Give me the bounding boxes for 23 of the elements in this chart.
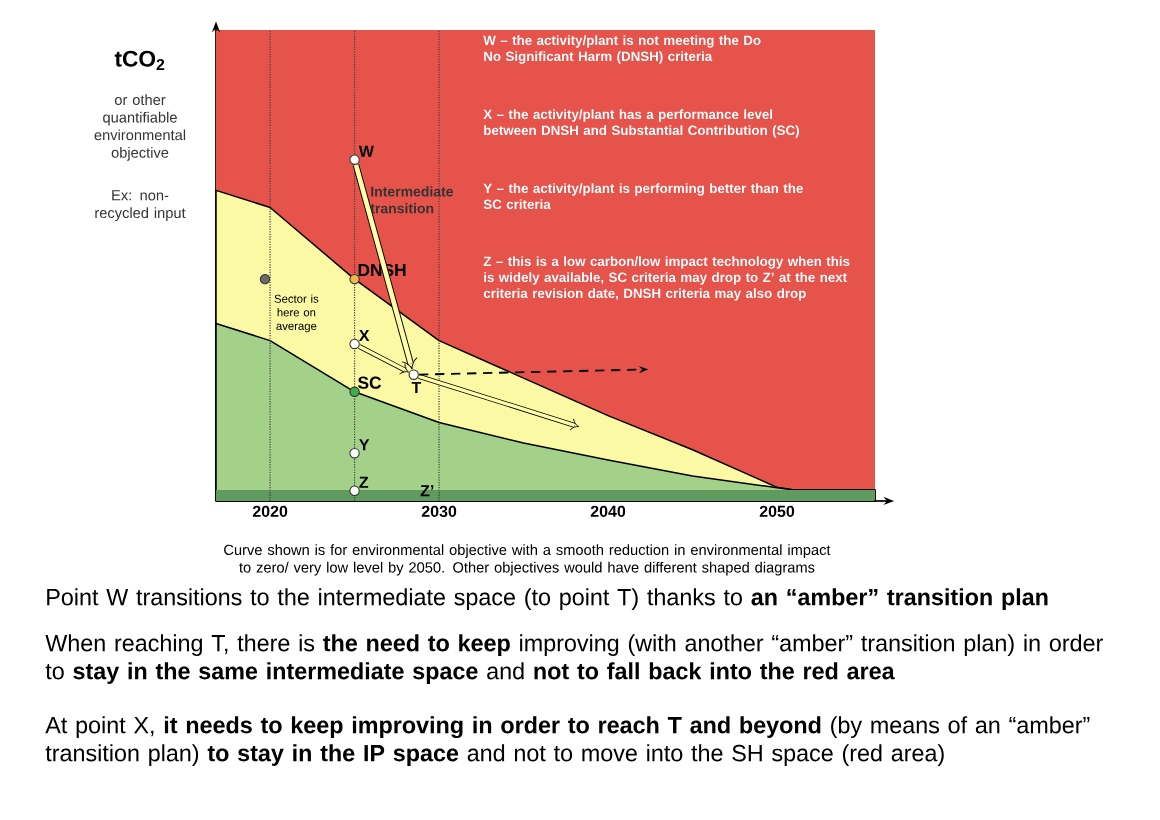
annotation: T	[411, 382, 422, 394]
x-tick-label: 2030	[421, 505, 457, 518]
text: W – the activity/plant is not meeting the Do No Significant Harm (DNSH) criteria	[483, 35, 761, 64]
annotation: X	[358, 330, 370, 342]
annotation: Z	[359, 476, 369, 488]
x-tick-label: 2020	[252, 505, 288, 518]
text: Point W transitions to the intermediate space (to point T) thanks to an “amber” transition plan	[47, 588, 1048, 611]
annotation: Sector is here on average	[274, 294, 319, 333]
annotation: W	[358, 145, 374, 157]
legend-label: SC	[358, 376, 382, 389]
annotation: Y	[359, 439, 370, 451]
text: At point X, it needs to keep improving in order to reach T and beyond (by means of an “amber” transition plan) to stay in the IP space and not to move into the SH space (red area)	[45, 716, 1090, 767]
text: Curve shown is for environmental objective with a smooth reduction in environmental impact to zero/ very low level by 2050. Other objectives would have different shaped diagrams	[224, 544, 831, 576]
annotation: Z – this is a low carbon/low impact technology when this is widely available, SC criteria may drop to Z’ at the next criteria revision date, DNSH criteria may also drop	[483, 256, 850, 301]
text: Ex: non-recycled input	[95, 190, 186, 221]
x-tick-label: 2050	[759, 505, 795, 518]
text: X – the activity/plant has a performance level between DNSH and Substantial Contribution (SC)	[483, 109, 799, 138]
text: or other quantifiable environmental objective	[94, 94, 186, 161]
annotation: Y – the activity/plant is performing better than the SC criteria	[483, 183, 803, 210]
ref-line-label: Z’	[420, 485, 434, 497]
x-tick-label: 2040	[590, 505, 626, 518]
y-axis-title: tCO$_{2}$	[114, 50, 165, 70]
text: When reaching T, there is the need to keep improving (with another “amber” transition plan) in order to stay in the same intermediate space and not to fall back into the red area	[45, 634, 1103, 685]
